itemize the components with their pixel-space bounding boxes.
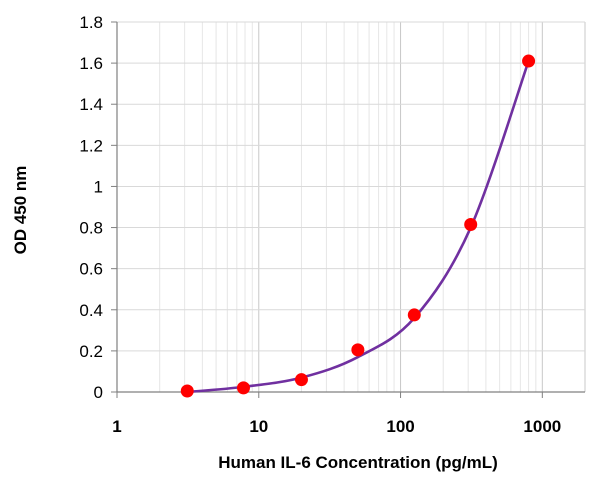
- y-tick-label: 0.6: [79, 260, 103, 279]
- data-point: [236, 381, 250, 395]
- major-gridlines: [116, 21, 586, 392]
- y-tick-label: 0.2: [79, 342, 103, 361]
- data-point: [180, 384, 194, 398]
- axes: [111, 21, 585, 398]
- y-tick-labels: 0 0.2 0.4 0.6 0.8 1 1.2 1.4 1.6 1.8: [79, 13, 103, 402]
- data-points: [180, 54, 536, 398]
- y-tick-label: 0: [94, 383, 103, 402]
- data-point: [464, 217, 478, 231]
- x-tick-labels: 1 10 100 1000: [112, 417, 561, 436]
- y-tick-label: 0.8: [79, 219, 103, 238]
- data-point: [522, 54, 536, 68]
- y-tick-label: 1.4: [79, 95, 103, 114]
- y-tick-label: 1.8: [79, 13, 103, 32]
- y-tick-label: 1: [94, 177, 103, 196]
- y-axis-title: OD 450 nm: [11, 166, 30, 255]
- y-tick-label: 0.4: [79, 301, 103, 320]
- x-tick-label: 100: [386, 417, 414, 436]
- y-tick-label: 1.6: [79, 54, 103, 73]
- x-tick-label: 1: [112, 417, 121, 436]
- x-axis-title: Human IL-6 Concentration (pg/mL): [218, 453, 498, 472]
- y-tick-label: 1.2: [79, 136, 103, 155]
- data-point: [407, 308, 421, 322]
- data-point: [294, 373, 308, 387]
- data-point: [351, 343, 365, 357]
- x-tick-label: 1000: [523, 417, 561, 436]
- x-tick-label: 10: [249, 417, 268, 436]
- minor-gridlines: [159, 22, 586, 392]
